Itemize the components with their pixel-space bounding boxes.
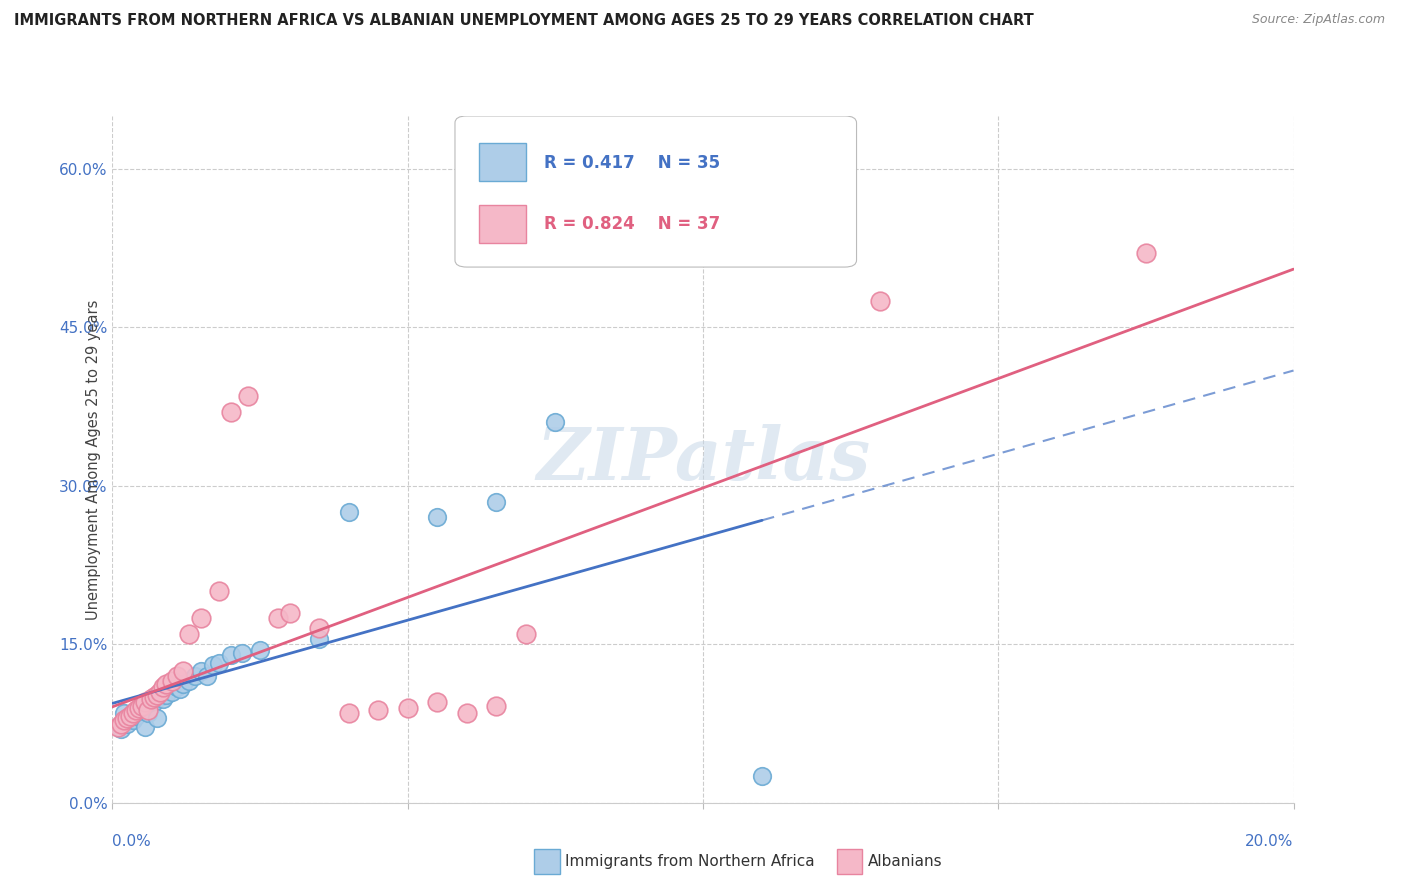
Point [131, 698, 153, 713]
Point [166, 680, 188, 694]
Point [146, 711, 169, 725]
Point [160, 685, 183, 699]
Point [146, 688, 169, 702]
Text: 0.0%: 0.0% [112, 834, 152, 849]
Point [122, 714, 145, 728]
Point [219, 405, 242, 419]
Point [249, 642, 271, 657]
Point [125, 709, 148, 723]
Text: R = 0.824    N = 37: R = 0.824 N = 37 [544, 216, 720, 234]
Point [131, 703, 153, 717]
FancyBboxPatch shape [478, 205, 526, 243]
Point [110, 716, 132, 731]
Point [117, 716, 138, 731]
Point [152, 692, 174, 706]
Point [751, 769, 773, 783]
Point [869, 293, 891, 308]
Point [160, 674, 183, 689]
Point [190, 611, 212, 625]
Point [190, 664, 212, 678]
Point [155, 677, 177, 691]
Point [485, 698, 508, 713]
Point [136, 706, 159, 720]
Text: Albanians: Albanians [868, 855, 942, 869]
Text: 20.0%: 20.0% [1246, 834, 1294, 849]
Point [112, 714, 135, 728]
Text: Immigrants from Northern Africa: Immigrants from Northern Africa [565, 855, 815, 869]
Point [485, 494, 508, 508]
Point [128, 700, 150, 714]
Point [337, 505, 360, 519]
Point [426, 510, 449, 524]
Point [122, 706, 145, 720]
Text: IMMIGRANTS FROM NORTHERN AFRICA VS ALBANIAN UNEMPLOYMENT AMONG AGES 25 TO 29 YEA: IMMIGRANTS FROM NORTHERN AFRICA VS ALBAN… [14, 13, 1033, 29]
Point [142, 690, 165, 705]
Point [267, 611, 290, 625]
Point [149, 685, 172, 699]
Point [544, 416, 567, 430]
Point [179, 626, 201, 640]
Point [195, 669, 218, 683]
Point [128, 700, 150, 714]
Point [166, 669, 188, 683]
Y-axis label: Unemployment Among Ages 25 to 29 years: Unemployment Among Ages 25 to 29 years [86, 299, 101, 620]
Point [278, 606, 301, 620]
Point [456, 706, 478, 720]
Point [308, 632, 330, 646]
Point [1135, 246, 1157, 260]
Point [208, 657, 231, 671]
Point [219, 648, 242, 662]
Point [125, 703, 148, 717]
Point [337, 706, 360, 720]
Point [201, 658, 224, 673]
Point [231, 646, 253, 660]
Point [169, 681, 191, 696]
Point [139, 698, 162, 713]
Point [184, 669, 207, 683]
Text: ZIPatlas: ZIPatlas [536, 424, 870, 495]
Point [152, 680, 174, 694]
Point [149, 690, 172, 705]
Point [155, 688, 177, 702]
FancyBboxPatch shape [478, 144, 526, 181]
Point [172, 664, 194, 678]
Point [134, 720, 156, 734]
Point [308, 622, 330, 636]
Point [110, 722, 132, 736]
Point [120, 709, 142, 723]
Point [120, 711, 142, 725]
Text: R = 0.417    N = 35: R = 0.417 N = 35 [544, 153, 720, 171]
Point [107, 720, 129, 734]
FancyBboxPatch shape [456, 116, 856, 267]
Point [179, 674, 201, 689]
Point [172, 677, 194, 691]
Point [142, 695, 165, 709]
Point [112, 706, 135, 720]
Point [426, 695, 449, 709]
Point [515, 626, 537, 640]
Point [134, 695, 156, 709]
Point [367, 703, 389, 717]
Point [238, 389, 260, 403]
Point [139, 692, 162, 706]
Point [208, 584, 231, 599]
Point [136, 703, 159, 717]
Point [396, 700, 419, 714]
Point [117, 711, 138, 725]
Text: Source: ZipAtlas.com: Source: ZipAtlas.com [1251, 13, 1385, 27]
